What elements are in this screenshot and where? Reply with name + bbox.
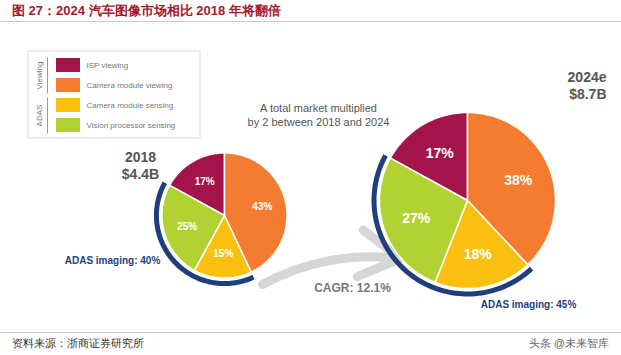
- svg-text:2018: 2018: [125, 149, 156, 165]
- html-text:图 27：2024 汽车图像市场相比 2018 年将翻倍: 图 27：2024 汽车图像市场相比 2018 年将翻倍: [12, 3, 281, 18]
- svg-text:A total market multiplied: A total market multiplied: [260, 102, 377, 114]
- svg-text:Camera module sensing: Camera module sensing: [87, 101, 174, 110]
- svg-text:18%: 18%: [464, 246, 493, 262]
- svg-text:$8.7B: $8.7B: [569, 86, 606, 102]
- svg-text:$4.4B: $4.4B: [122, 166, 159, 182]
- svg-text:ADAS imaging: 40%: ADAS imaging: 40%: [65, 255, 161, 266]
- svg-text:25%: 25%: [177, 221, 197, 232]
- svg-text:15%: 15%: [213, 248, 233, 259]
- svg-text:Viewing: Viewing: [35, 62, 44, 90]
- svg-text:CAGR: 12.1%: CAGR: 12.1%: [314, 281, 391, 295]
- svg-text:by 2 between 2018 and 2024: by 2 between 2018 and 2024: [248, 116, 390, 128]
- svg-text:ISP viewing: ISP viewing: [87, 61, 129, 70]
- svg-text:Vision processor sensing: Vision processor sensing: [87, 121, 176, 130]
- svg-text:27%: 27%: [402, 210, 431, 226]
- svg-text:38%: 38%: [504, 172, 533, 188]
- svg-text:Camera module viewing: Camera module viewing: [87, 81, 173, 90]
- svg-text:17%: 17%: [195, 176, 215, 187]
- svg-text:ADAS: ADAS: [35, 105, 44, 127]
- svg-text:17%: 17%: [426, 145, 455, 161]
- svg-text:2024e: 2024e: [568, 69, 607, 85]
- svg-text:ADAS imaging: 45%: ADAS imaging: 45%: [481, 299, 577, 310]
- html-text:头条 @未来智库: 头条 @未来智库: [528, 337, 609, 349]
- svg-text:43%: 43%: [252, 201, 272, 212]
- html-text:资料来源：浙商证券研究所: 资料来源：浙商证券研究所: [12, 337, 144, 349]
